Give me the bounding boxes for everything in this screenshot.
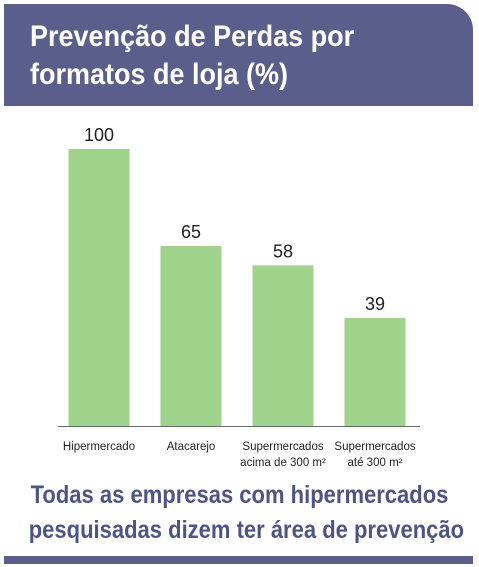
data-label: 100 [84,125,114,145]
chart-title-line1: Prevenção de Perdas por [30,20,355,53]
category-label: até 300 m² [348,457,403,469]
data-label: 58 [273,241,293,261]
category-label: acima de 300 m² [240,457,326,469]
data-label: 65 [181,222,201,242]
chart-title-line2: formatos de loja (%) [30,58,289,91]
bar [160,245,222,426]
footnote-line2: pesquisadas dizem ter área de prevenção [28,516,465,544]
category-label: Hipermercado [63,441,135,453]
chart-footnote: Todas as empresas com hipermercados pesq… [0,478,479,548]
bar-chart: 100 Hipermercado 65 Atacarejo 58 Supermercado… [58,125,420,469]
bar [68,149,130,426]
data-label: 39 [365,294,385,314]
category-label: Atacarejo [167,441,216,453]
category-label: Supermercados [242,441,323,453]
footnote-line1: Todas as empresas com hipermercados [30,481,449,509]
category-label: Supermercados [334,441,415,453]
chart-header: Prevenção de Perdas por formatos de loja… [4,4,473,106]
bottom-accent-bar [4,556,473,564]
bar [344,317,406,426]
bar [252,265,314,426]
